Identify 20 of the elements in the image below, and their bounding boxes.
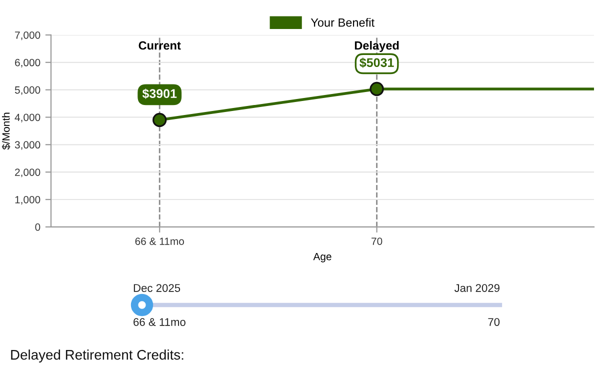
y-tick-label: 5,000 xyxy=(14,86,40,95)
legend-label: Your Benefit xyxy=(310,18,374,27)
text: 66 & 11mo xyxy=(134,318,186,326)
y-tick-label: 2,000 xyxy=(15,168,40,178)
text: Dec 2025 xyxy=(134,284,180,292)
annotation: Current xyxy=(138,41,181,50)
text: 70 xyxy=(488,318,500,326)
data-label: $3901 xyxy=(142,88,177,99)
y-tick-label: 3,000 xyxy=(14,141,40,150)
y-tick-label: 4,000 xyxy=(14,114,40,122)
y-axis-title: $/Month xyxy=(2,112,10,150)
annotation: Delayed xyxy=(354,40,399,52)
x-axis-title: Age xyxy=(313,252,332,262)
y-tick-label: 0 xyxy=(35,223,40,231)
text: Delayed Retirement Credits: xyxy=(11,350,184,362)
data-label: $5031 xyxy=(360,58,394,68)
y-tick-label: 1,000 xyxy=(15,196,40,205)
text: Jan 2029 xyxy=(454,284,500,292)
y-tick-label: 7,000 xyxy=(15,31,40,40)
y-tick-label: 6,000 xyxy=(15,58,40,68)
